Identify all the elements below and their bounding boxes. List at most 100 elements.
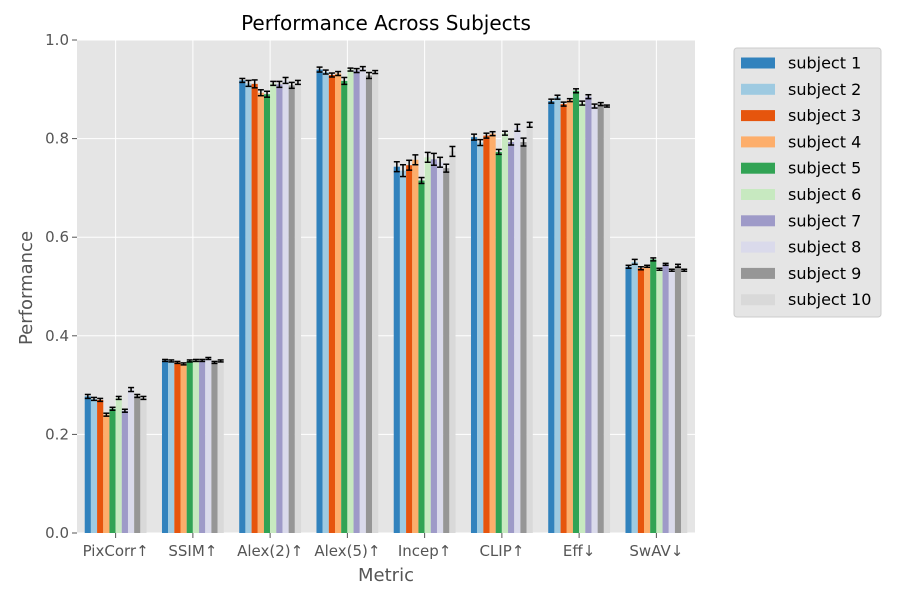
bar bbox=[174, 362, 181, 533]
bar bbox=[257, 92, 264, 533]
bar bbox=[406, 165, 413, 534]
legend-swatch bbox=[741, 189, 775, 200]
legend-label: subject 5 bbox=[788, 159, 861, 178]
legend-swatch bbox=[741, 241, 775, 253]
bars bbox=[84, 68, 688, 534]
bar bbox=[168, 360, 175, 533]
y-tick-label: 1.0 bbox=[45, 31, 69, 49]
bar bbox=[637, 268, 645, 533]
bar bbox=[161, 360, 169, 533]
legend-swatch bbox=[741, 136, 775, 148]
legend-label: subject 4 bbox=[788, 132, 861, 151]
bar bbox=[489, 133, 496, 534]
bar bbox=[449, 151, 456, 533]
legend-label: subject 1 bbox=[788, 54, 861, 73]
bar bbox=[483, 135, 490, 533]
bar bbox=[554, 97, 561, 534]
error-bars bbox=[84, 65, 688, 417]
bar bbox=[217, 360, 224, 533]
legend-swatch bbox=[741, 110, 775, 122]
bar bbox=[180, 363, 187, 533]
bar bbox=[662, 264, 669, 533]
bar bbox=[205, 358, 212, 533]
bar bbox=[199, 360, 206, 533]
bar bbox=[650, 259, 657, 533]
legend-label: subject 3 bbox=[788, 106, 861, 125]
bar bbox=[103, 414, 110, 533]
bar bbox=[520, 142, 527, 533]
legend-swatch bbox=[741, 215, 775, 227]
bar bbox=[97, 399, 104, 533]
x-tick-label: Incep↑ bbox=[398, 542, 452, 560]
x-tick-label: SwAV↓ bbox=[629, 542, 683, 560]
bar bbox=[109, 408, 116, 533]
bar bbox=[239, 80, 246, 534]
bar bbox=[335, 73, 342, 534]
legend-label: subject 8 bbox=[788, 238, 861, 257]
bar bbox=[270, 83, 277, 533]
bar bbox=[566, 100, 573, 534]
bar bbox=[656, 269, 663, 533]
bar bbox=[294, 82, 302, 533]
bar bbox=[353, 70, 360, 533]
bar bbox=[443, 168, 450, 533]
bar bbox=[186, 360, 193, 533]
bar bbox=[644, 266, 651, 533]
bar bbox=[436, 162, 444, 533]
bar bbox=[328, 75, 336, 534]
bar bbox=[668, 270, 675, 533]
bar bbox=[251, 83, 258, 533]
legend: subject 1 subject 2 subject 3 subject 4 subj… bbox=[733, 47, 882, 318]
legend-swatch bbox=[741, 294, 775, 306]
x-axis-label: Metric bbox=[358, 565, 414, 586]
bar bbox=[495, 151, 502, 533]
bar bbox=[399, 170, 407, 533]
y-axis-label: Performance bbox=[16, 231, 37, 345]
bar bbox=[322, 72, 329, 534]
bar bbox=[347, 69, 354, 533]
bar bbox=[359, 68, 366, 534]
bar bbox=[477, 142, 484, 533]
bar bbox=[579, 103, 586, 533]
x-tick-label: SSIM↑ bbox=[168, 542, 217, 560]
bar bbox=[127, 389, 135, 533]
bar bbox=[365, 75, 373, 533]
bar bbox=[288, 85, 295, 533]
bar bbox=[393, 166, 400, 534]
bar bbox=[585, 96, 592, 533]
y-tick-label: 0.8 bbox=[45, 130, 69, 148]
bar bbox=[192, 360, 200, 533]
bar bbox=[603, 106, 611, 533]
bar bbox=[508, 142, 515, 533]
bar bbox=[121, 410, 128, 533]
bar bbox=[430, 159, 437, 533]
bar bbox=[282, 80, 289, 534]
bar bbox=[316, 69, 323, 533]
bar bbox=[372, 72, 379, 534]
bar bbox=[412, 159, 419, 533]
bar bbox=[341, 80, 348, 533]
legend-label: subject 9 bbox=[788, 264, 861, 283]
x-tick-label: Eff↓ bbox=[563, 542, 595, 560]
bar bbox=[631, 261, 638, 533]
legend-swatch bbox=[741, 83, 775, 95]
y-tick-label: 0.2 bbox=[45, 425, 69, 443]
bar bbox=[560, 104, 567, 533]
bar bbox=[597, 104, 604, 533]
bar bbox=[276, 84, 283, 534]
bar bbox=[526, 124, 533, 534]
legend-swatch bbox=[741, 57, 775, 69]
bar bbox=[681, 270, 688, 533]
y-tick-label: 0.0 bbox=[45, 524, 69, 542]
bar bbox=[470, 137, 478, 533]
bar bbox=[674, 265, 682, 533]
bar bbox=[501, 133, 509, 533]
bar bbox=[115, 397, 122, 533]
bar bbox=[211, 362, 218, 533]
bar bbox=[625, 266, 632, 533]
x-axis-ticks: PixCorr↑ SSIM↑ Alex(2)↑ Alex(5)↑ Incep↑ CLIP↑… bbox=[83, 533, 683, 560]
bar bbox=[514, 127, 521, 533]
bar bbox=[245, 83, 252, 533]
